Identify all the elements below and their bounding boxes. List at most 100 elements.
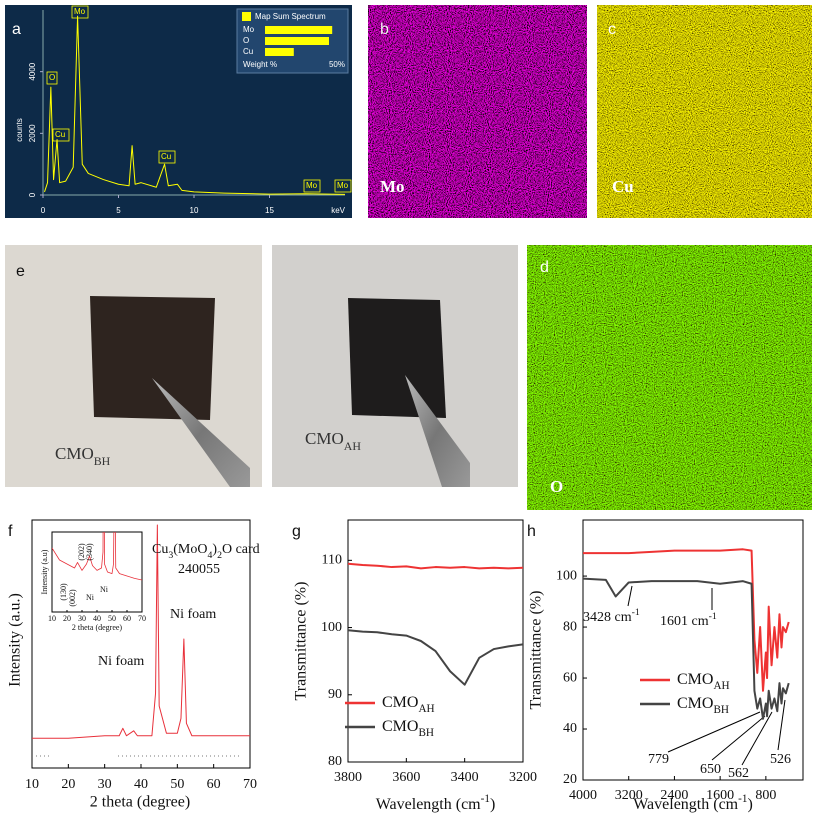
- annotation-part: 650: [700, 762, 721, 777]
- legend-label-part: CMO: [677, 695, 713, 712]
- x-tick-label: 10: [48, 614, 56, 623]
- peak-label-box: [334, 179, 352, 193]
- weight-scale: 50%: [329, 60, 345, 69]
- x-tick-label: 40: [134, 777, 148, 792]
- sample-label: CMOAH: [305, 429, 361, 453]
- y-axis-label: Intensity (a.u.): [7, 593, 24, 687]
- legend-label-part: AH: [713, 680, 729, 692]
- data-line: [44, 15, 345, 195]
- y-tick-label: 40: [563, 721, 577, 736]
- legend-label-part: CMO: [382, 718, 418, 735]
- annotation-part: 562: [728, 766, 749, 781]
- x-tick-label: 30: [78, 614, 86, 623]
- x-axis-label-part: -1: [481, 793, 490, 805]
- y-tick-label: 80: [328, 754, 342, 769]
- y-tick-label: 2000: [28, 124, 37, 142]
- peak-label: Ni: [86, 593, 95, 602]
- peak-label: Ni foam: [170, 607, 216, 622]
- peak-label: (130): [59, 583, 68, 601]
- card-label-part: Cu: [152, 542, 168, 557]
- sample-label: CMOBH: [55, 444, 111, 468]
- peak-label: Mo: [337, 181, 349, 190]
- panel-label: c: [608, 21, 616, 38]
- legend-label: CMOBH: [677, 695, 729, 716]
- annotation: 779: [648, 752, 669, 767]
- x-tick-label: 50: [170, 777, 184, 792]
- element-label: Mo: [380, 177, 405, 196]
- sample-label-part: BH: [94, 454, 111, 468]
- data-line: [32, 524, 250, 739]
- x-tick-label: 3800: [334, 770, 362, 785]
- panel-label: b: [380, 21, 389, 38]
- panel-label: d: [540, 259, 549, 276]
- x-axis-label: 2 theta (degree): [72, 623, 123, 632]
- x-axis-label: Wavelength (cm-1): [376, 793, 496, 813]
- x-axis-label-part: -1: [738, 793, 747, 805]
- axes-frame: [347, 519, 524, 763]
- legend-label: CMOAH: [677, 671, 730, 692]
- x-tick-label: 15: [265, 206, 274, 215]
- card-label-part: 3: [168, 550, 173, 561]
- x-tick-label: 30: [98, 777, 112, 792]
- card-label-part: 2: [217, 550, 222, 561]
- annotation-part: 526: [770, 752, 791, 767]
- y-tick-label: 20: [563, 772, 577, 787]
- x-tick-label: 1600: [706, 788, 734, 803]
- card-label: Cu3(MoO4)2O card: [152, 542, 260, 561]
- card-label-part: 4: [207, 550, 212, 561]
- annotation: 3428 cm-1: [583, 607, 640, 625]
- annotation-part: 1601 cm: [660, 614, 709, 629]
- data-line: [348, 562, 523, 570]
- tweezers: [152, 378, 250, 487]
- legend-label-part: BH: [713, 704, 729, 716]
- peak-label-box: [303, 179, 321, 193]
- tweezers: [405, 375, 470, 487]
- x-tick-label: 3400: [451, 770, 479, 785]
- panel-label: a: [12, 21, 21, 38]
- legend-item: O: [243, 36, 249, 45]
- peak-label-box: [71, 5, 89, 19]
- annotation: 562: [728, 766, 749, 781]
- cu-map: [597, 5, 812, 218]
- annotation: 1601 cm-1: [660, 611, 717, 629]
- peak-label-box: [158, 150, 176, 164]
- x-axis-label: 2 theta (degree): [90, 794, 190, 811]
- card-label-part: O card: [222, 542, 260, 557]
- x-axis-label: keV: [331, 206, 345, 215]
- x-tick-label: 60: [123, 614, 131, 623]
- peak-label: Mo: [306, 181, 318, 190]
- peak-label: (340): [85, 543, 94, 561]
- panel-label: g: [292, 523, 301, 540]
- x-tick-label: 3200: [509, 770, 537, 785]
- weight-bar: [265, 37, 329, 45]
- y-tick-label: 100: [321, 620, 342, 635]
- data-line: [52, 532, 142, 581]
- axes-frame: [582, 519, 804, 781]
- x-tick-label: 5: [116, 206, 121, 215]
- y-axis-label: counts: [15, 118, 24, 142]
- sample-label-part: CMO: [305, 429, 344, 448]
- peak-label: Cu: [55, 130, 65, 139]
- x-axis-label-part: ): [747, 796, 752, 813]
- x-axis-label: Wavelength (cm-1): [633, 793, 753, 813]
- x-tick-label: 3200: [615, 788, 643, 803]
- peak-label: Ni: [100, 585, 109, 594]
- legend-label-part: BH: [418, 727, 434, 739]
- y-tick-label: 110: [322, 553, 342, 568]
- data-line: [583, 577, 790, 720]
- x-axis-label-part: Wavelength (cm: [633, 796, 738, 813]
- legend-label-part: CMO: [677, 671, 713, 688]
- annotation: 526: [770, 752, 791, 767]
- peak-label-box: [46, 71, 58, 85]
- data-line: [348, 629, 523, 686]
- y-axis-label: Transmittance (%): [528, 591, 545, 710]
- peak-label: (002): [68, 589, 77, 607]
- x-tick-label: 20: [63, 614, 71, 623]
- x-axis-label-part: Wavelength (cm: [376, 796, 481, 813]
- annotation-part: -1: [709, 611, 717, 622]
- peak-label: Cu: [161, 152, 171, 161]
- y-tick-label: 100: [556, 568, 577, 583]
- x-tick-label: 10: [25, 777, 39, 792]
